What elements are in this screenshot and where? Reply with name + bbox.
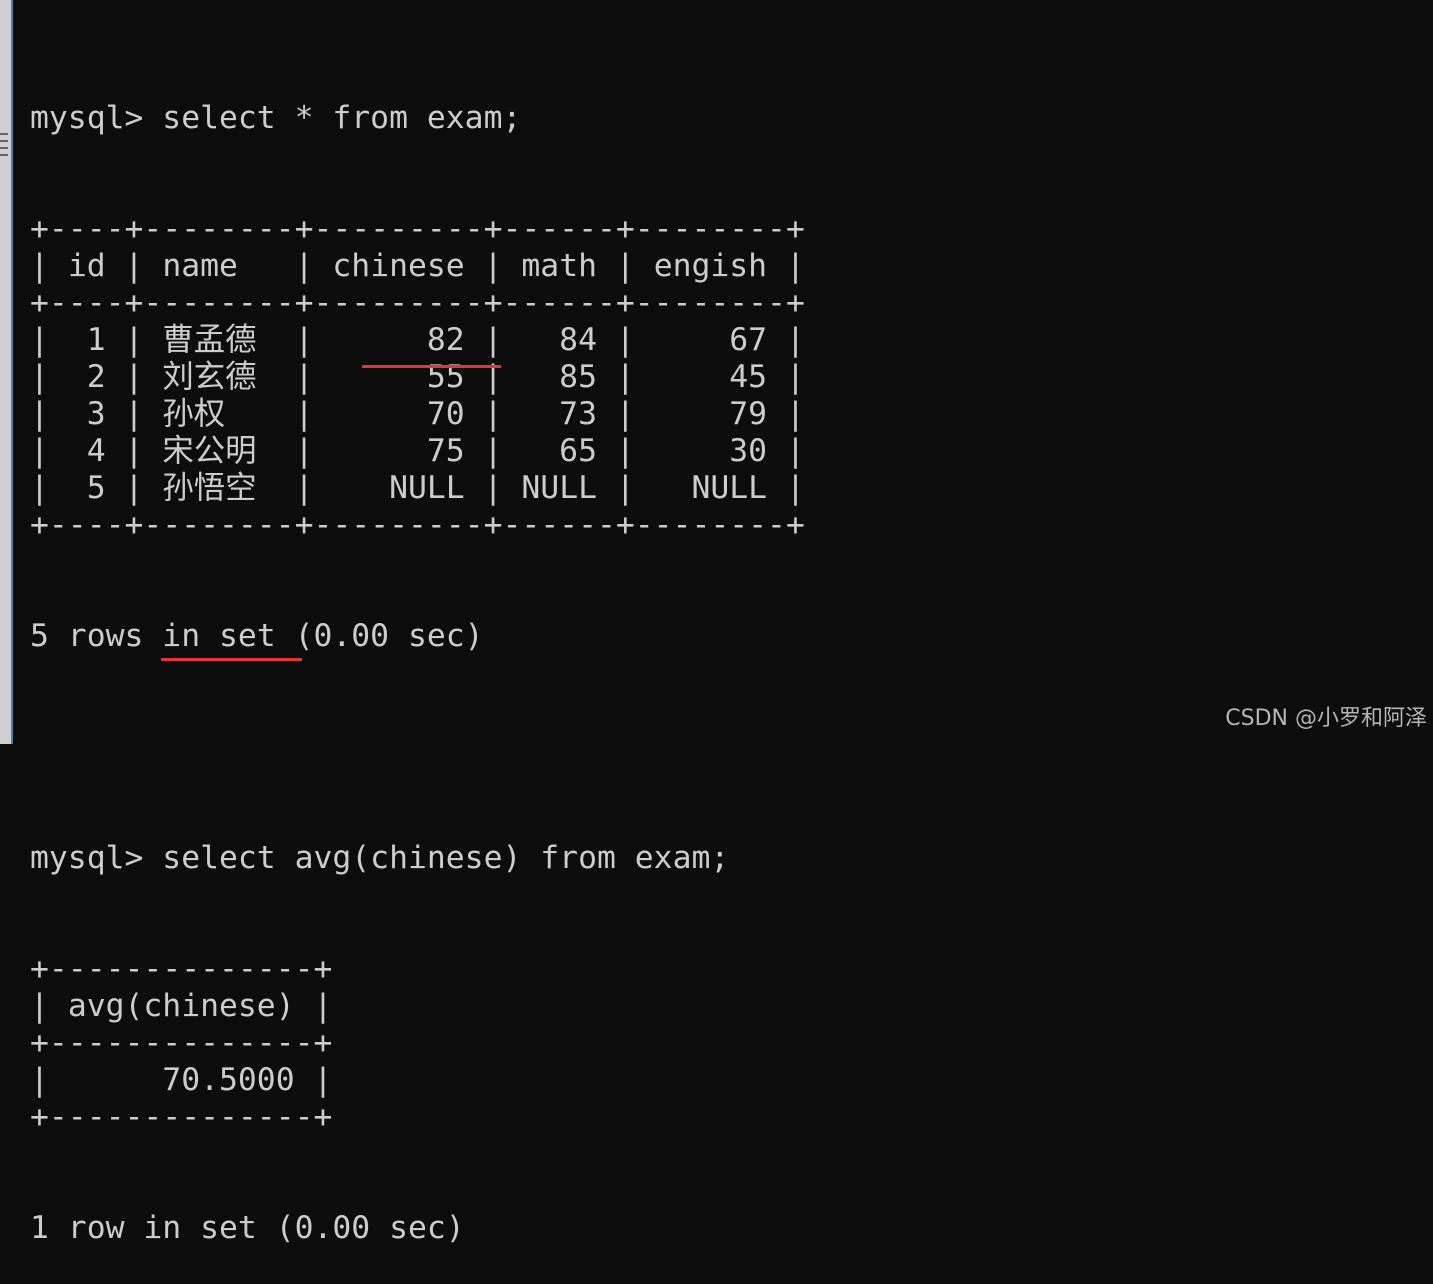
table-header-row: | id | name | chinese | math | engish |	[30, 248, 805, 284]
table-cell: 宋公明	[162, 433, 257, 469]
table-cell: 75	[426, 433, 465, 469]
result-status-1: 5 rows in set (0.00 sec)	[30, 618, 484, 654]
command-text: select * from exam;	[162, 100, 522, 136]
table-cell: 1	[86, 322, 106, 358]
table-cell: 67	[729, 322, 768, 358]
table-cell: 84	[559, 322, 597, 358]
table-border: +--------------+	[30, 951, 333, 987]
column-header: engish	[653, 248, 768, 284]
prompt: mysql>	[30, 100, 163, 136]
table-border: +----+--------+---------+------+--------…	[30, 285, 805, 321]
table-cell: 5	[86, 470, 106, 506]
column-header: chinese	[332, 248, 465, 284]
table-cell: 70	[426, 396, 465, 432]
watermark: CSDN @小罗和阿泽	[1225, 706, 1427, 731]
table-cell: NULL	[521, 470, 597, 506]
table-cell: 曹孟德	[162, 322, 257, 358]
terminal-output: mysql> select * from exam; +----+-------…	[30, 26, 805, 1284]
command-line-2: mysql> select avg(chinese) from exam;	[30, 840, 805, 877]
table-cell: NULL	[691, 470, 768, 506]
table-border: +----+--------+---------+------+--------…	[30, 507, 805, 543]
column-header: math	[521, 248, 597, 284]
table-row: | 70.5000 |	[30, 1062, 333, 1098]
table-cell: 79	[729, 396, 768, 432]
table-row: | 2 | 刘玄德 | 55 | 85 | 45 |	[30, 359, 805, 395]
result-status-2: 1 row in set (0.00 sec)	[30, 1210, 465, 1246]
result-table-avg: +--------------+ | avg(chinese) | +-------…	[30, 951, 805, 1136]
table-cell: 孙悟空	[162, 470, 257, 506]
table-cell: 孙权	[162, 396, 226, 432]
table-cell: 65	[559, 433, 597, 469]
column-header: avg(chinese)	[67, 988, 295, 1024]
table-cell: 70.5000	[162, 1062, 295, 1098]
table-row: | 4 | 宋公明 | 75 | 65 | 30 |	[30, 433, 805, 469]
table-border: +--------------+	[30, 1025, 333, 1061]
column-header: name	[162, 248, 238, 284]
column-header: id	[67, 248, 106, 284]
menu-icon	[0, 133, 8, 157]
table-cell: 85	[559, 359, 597, 395]
table-row: | 3 | 孙权 | 70 | 73 | 79 |	[30, 396, 805, 432]
table-cell: 4	[86, 433, 106, 469]
table-cell: 3	[86, 396, 106, 432]
blank-line	[30, 729, 805, 766]
table-border: +----+--------+---------+------+--------…	[30, 211, 805, 247]
avg-underline-annotation	[161, 658, 302, 661]
background-window-edge	[0, 0, 13, 744]
table-border: +--------------+	[30, 1099, 333, 1135]
table-cell: 45	[729, 359, 768, 395]
table-header-row: | avg(chinese) |	[30, 988, 333, 1024]
prompt: mysql>	[30, 840, 163, 876]
null-underline-annotation	[362, 365, 501, 368]
table-row: | 5 | 孙悟空 | NULL | NULL | NULL |	[30, 470, 805, 506]
table-cell: 30	[729, 433, 768, 469]
table-cell: 刘玄德	[162, 359, 257, 395]
table-cell: 73	[559, 396, 597, 432]
table-cell: 82	[426, 322, 465, 358]
command-text: select avg(chinese) from exam;	[162, 840, 730, 876]
table-row: | 1 | 曹孟德 | 82 | 84 | 67 |	[30, 322, 805, 358]
table-cell: NULL	[389, 470, 465, 506]
result-table-exam: +----+--------+---------+------+--------…	[30, 211, 805, 544]
table-cell: 2	[86, 359, 106, 395]
command-line-1: mysql> select * from exam;	[30, 100, 805, 137]
